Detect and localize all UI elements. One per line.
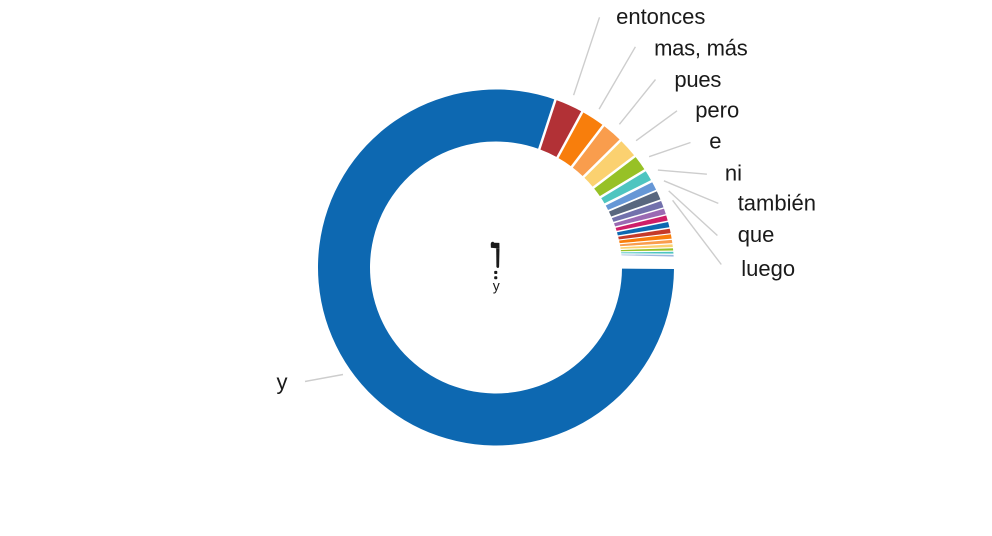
svg-text:y: y: [493, 278, 500, 294]
svg-text:mas, más: mas, más: [654, 35, 748, 60]
svg-text:que: que: [738, 222, 775, 247]
svg-text:luego: luego: [741, 256, 795, 281]
svg-text:ni: ni: [725, 161, 742, 186]
svg-text:e: e: [709, 129, 721, 154]
svg-text:y: y: [277, 369, 288, 394]
svg-text:pues: pues: [674, 67, 721, 92]
svg-text:entonces: entonces: [616, 4, 705, 29]
svg-text:también: también: [738, 190, 816, 215]
svg-text:pero: pero: [695, 97, 739, 122]
